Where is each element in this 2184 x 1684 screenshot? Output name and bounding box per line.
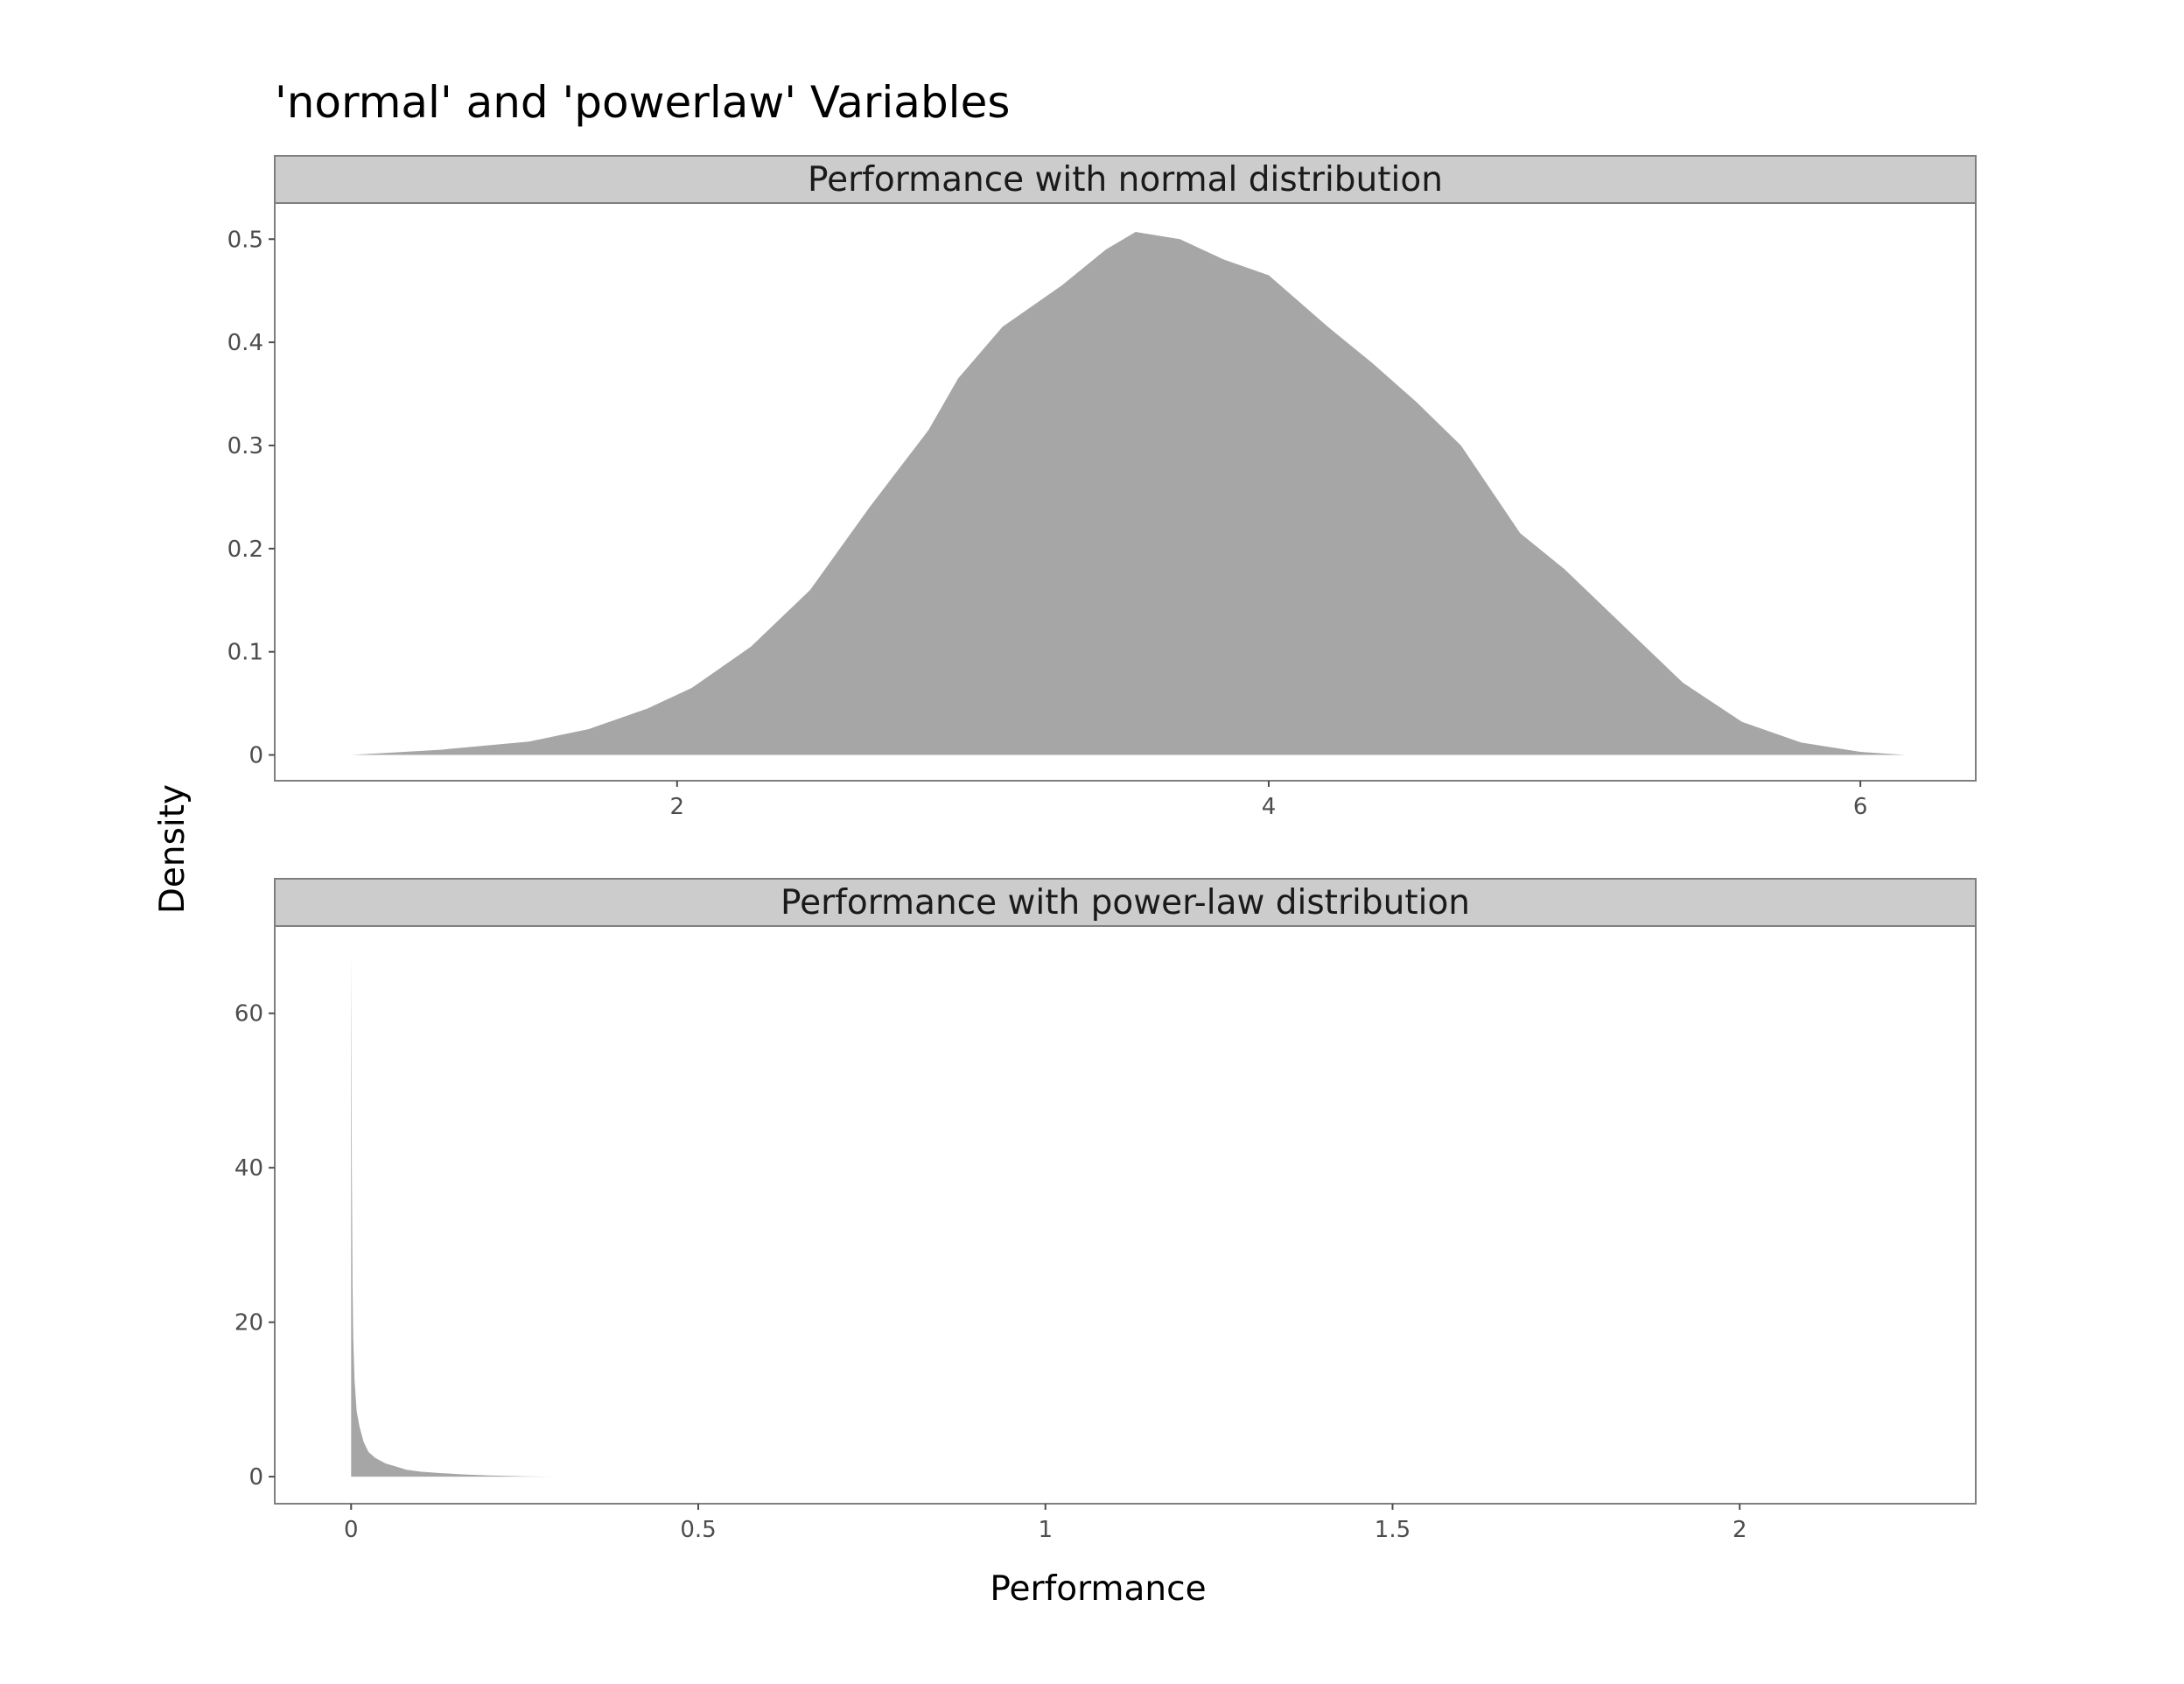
y-tick-label: 0.1: [228, 640, 263, 666]
x-tick-label: 1: [1038, 1517, 1053, 1543]
y-tick-label: 60: [234, 1001, 263, 1028]
panel-border: [274, 202, 1977, 782]
y-tick-label: 0: [248, 1464, 263, 1491]
x-tick-label: 2: [670, 794, 685, 820]
x-tick-label: 4: [1262, 794, 1277, 820]
panel-border: [274, 925, 1977, 1505]
facet-strip: [274, 155, 1977, 204]
y-tick-label: 0: [248, 743, 263, 769]
y-tick-label: 0.5: [228, 227, 263, 253]
x-tick-label: 2: [1732, 1517, 1747, 1543]
y-axis-title: Density: [153, 784, 192, 914]
x-tick-label: 6: [1853, 794, 1868, 820]
density-area: [351, 951, 553, 1477]
y-tick-label: 0.2: [228, 537, 263, 563]
x-axis-title: Performance: [990, 1569, 1206, 1609]
panel-2: Performance with power-law distribution 0…: [234, 878, 1977, 1543]
y-tick-label: 0.4: [228, 330, 263, 356]
x-tick-label: 1.5: [1375, 1517, 1410, 1543]
y-tick-label: 0.3: [228, 433, 263, 460]
density-area: [351, 232, 1905, 755]
chart-title: 'normal' and 'powerlaw' Variables: [275, 77, 1010, 128]
facet-strip-label: Performance with power-law distribution: [780, 883, 1470, 923]
facet-strip-label: Performance with normal distribution: [808, 160, 1443, 200]
x-tick-label: 0: [344, 1517, 359, 1543]
y-tick-label: 20: [234, 1310, 263, 1337]
facet-strip: [274, 878, 1977, 927]
panel-1: Performance with normal distribution 0 0.1…: [228, 155, 1977, 820]
panels-group: Performance with normal distribution 0 0.1…: [228, 155, 1977, 1543]
y-tick-label: 40: [234, 1155, 263, 1182]
x-tick-label: 0.5: [680, 1517, 716, 1543]
